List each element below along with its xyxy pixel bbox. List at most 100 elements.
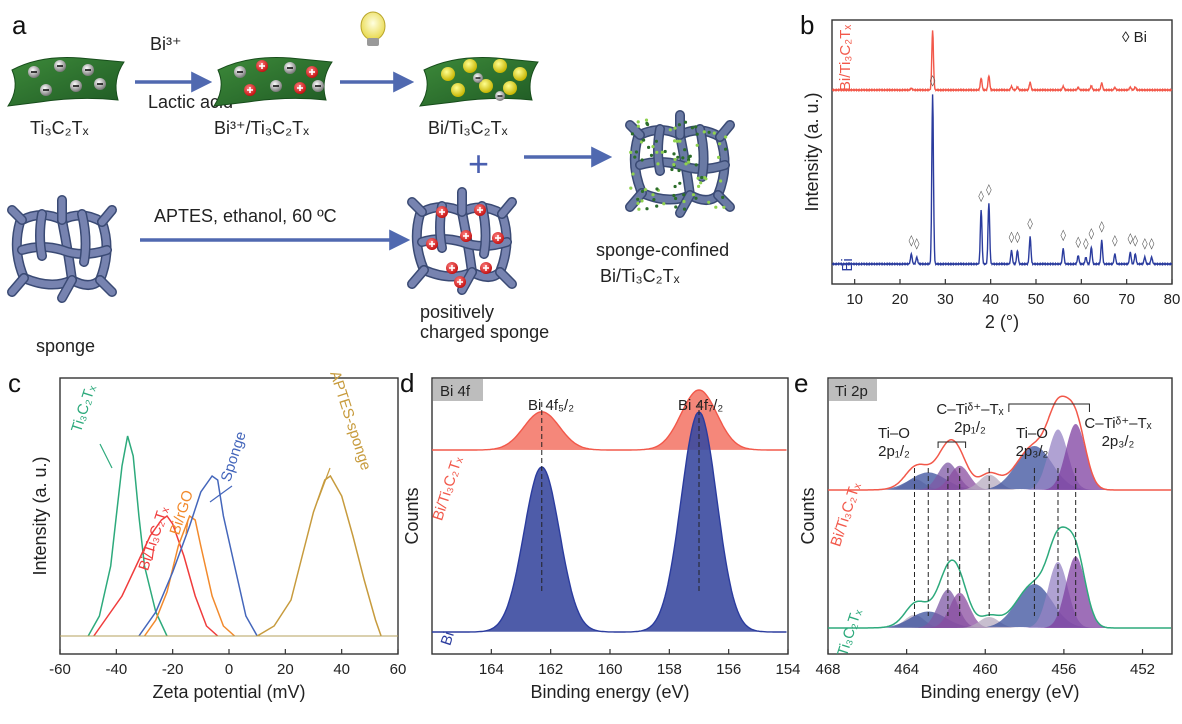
y-axis-label: Counts bbox=[402, 487, 422, 544]
peak-marker: ◊ bbox=[986, 183, 992, 196]
speckle-dot bbox=[662, 202, 666, 206]
sponge-strut bbox=[716, 121, 734, 141]
speckle-dot bbox=[694, 125, 698, 129]
peak-fill bbox=[478, 411, 607, 450]
speckle-dot bbox=[642, 138, 646, 142]
series-label: Bi/Ti₃C₂Tₓ bbox=[429, 454, 466, 522]
speckle-dot bbox=[683, 120, 688, 124]
sponge-strut bbox=[626, 121, 644, 139]
speckle-dot bbox=[683, 148, 687, 152]
peak-marker: ◊ bbox=[978, 190, 984, 203]
peak-label: C–Tiᵟ⁺–Tₓ 2p₁/₂ bbox=[936, 401, 1003, 436]
x-tick-label: 60 bbox=[390, 661, 407, 678]
speckle-dot bbox=[707, 130, 711, 134]
x-tick-label: 464 bbox=[894, 661, 919, 678]
peak-fill bbox=[1009, 429, 1108, 490]
bi3-ti3c2tx-label: Bi³⁺/Ti₃C₂Tₓ bbox=[214, 118, 309, 138]
speckle-dot bbox=[647, 145, 651, 149]
sponge-strut bbox=[496, 268, 516, 288]
speckle-dot bbox=[672, 152, 676, 156]
speckle-dot bbox=[707, 200, 711, 204]
tag-label: Ti 2p bbox=[835, 383, 868, 400]
speckle-dot bbox=[655, 187, 659, 191]
speckle-dot bbox=[676, 155, 680, 159]
x-tick-label: 50 bbox=[1028, 291, 1045, 308]
x-tick-label: 456 bbox=[1051, 661, 1076, 678]
tag-box bbox=[433, 379, 483, 401]
sponge-strut bbox=[36, 210, 46, 260]
speckle-dot bbox=[636, 124, 640, 128]
peak-fill bbox=[941, 617, 1039, 628]
label-pointer bbox=[209, 485, 233, 503]
bi-nanoparticle-icon bbox=[479, 79, 493, 93]
peak-marker: ◊ bbox=[1128, 232, 1134, 245]
speckle-dot bbox=[703, 176, 707, 180]
positive-sponge-label: positively charged sponge bbox=[420, 302, 549, 342]
speckle-dot bbox=[673, 157, 677, 162]
speckle-dot bbox=[672, 193, 676, 198]
speckle-dot bbox=[640, 199, 644, 203]
peak-marker: ◊ bbox=[1027, 217, 1033, 230]
bi3-label: Bi³⁺ bbox=[150, 34, 182, 54]
sponge-label: sponge bbox=[36, 336, 95, 356]
speckle-dot bbox=[629, 150, 633, 154]
speckle-dot bbox=[672, 163, 676, 167]
x-tick-label: -20 bbox=[162, 661, 184, 678]
speckle-dot bbox=[675, 139, 679, 143]
x-tick-label: 30 bbox=[937, 291, 954, 308]
peak-fill bbox=[478, 467, 607, 632]
sponge-strut bbox=[58, 276, 76, 302]
peak-marker: ◊ bbox=[1089, 227, 1095, 240]
sponge-strut bbox=[458, 268, 476, 294]
speckle-dot bbox=[724, 135, 728, 139]
speckle-dot bbox=[717, 155, 721, 159]
panel-label-b: b bbox=[800, 10, 814, 40]
x-tick-label: 20 bbox=[892, 291, 909, 308]
speckle-dot bbox=[677, 168, 681, 173]
peak-label: Ti–O 2p₃/₂ bbox=[1016, 425, 1049, 460]
sponge-strut bbox=[696, 125, 708, 181]
confined-label: sponge-confined Bi/Ti₃C₂Tₓ bbox=[596, 240, 734, 286]
panel-label-e: e bbox=[794, 368, 808, 398]
speckle-dot bbox=[631, 172, 635, 176]
xrd-chart: 10 20 30 40 50 60 70 80 2 (°) Intensity (a. u.) ◊ … bbox=[802, 19, 1180, 332]
speckle-dot bbox=[694, 196, 698, 200]
peak-marker: ◊ bbox=[1149, 237, 1155, 250]
speckle-dot bbox=[655, 150, 659, 154]
series-line bbox=[828, 526, 1171, 629]
series-label: Bi bbox=[839, 258, 856, 271]
x-tick-label: 20 bbox=[277, 661, 294, 678]
speckle-dot bbox=[640, 158, 644, 162]
series-label: APTES-sponge bbox=[326, 369, 374, 473]
speckle-dot bbox=[640, 189, 645, 193]
y-axis-label: Intensity (a. u.) bbox=[30, 456, 50, 575]
speckle-dot bbox=[639, 140, 644, 144]
series-line bbox=[432, 411, 787, 633]
peak-marker: ◊ bbox=[1075, 236, 1081, 249]
speckle-dot bbox=[714, 205, 718, 209]
bracket bbox=[937, 441, 967, 448]
speckle-dot bbox=[674, 196, 678, 201]
peak-marker: ◊ bbox=[1142, 237, 1148, 250]
bi3-ti3c2tx-sheet-icon bbox=[212, 57, 333, 107]
peak-fill bbox=[1027, 424, 1125, 490]
sponge-strut bbox=[654, 125, 664, 175]
series-line bbox=[256, 474, 382, 637]
speckle-dot bbox=[652, 198, 656, 202]
panel-label-c: c bbox=[8, 368, 21, 398]
tag-box bbox=[829, 379, 877, 401]
speckle-dot bbox=[663, 149, 667, 154]
x-axis-label: Binding energy (eV) bbox=[530, 682, 689, 702]
peak-label: C–Tiᵟ⁺–Tₓ 2p₃/₂ bbox=[1084, 415, 1151, 450]
speckle-dot bbox=[688, 154, 692, 158]
x-tick-label: 468 bbox=[815, 661, 840, 678]
speckle-dot bbox=[651, 193, 655, 197]
panel-label-a: a bbox=[12, 10, 27, 40]
y-axis-label: Intensity (a. u.) bbox=[802, 92, 822, 211]
peak-label: Bi 4f₅/₂ bbox=[528, 397, 574, 414]
speckle-dot bbox=[636, 120, 640, 124]
peak-marker: ◊ bbox=[1015, 230, 1021, 243]
peak-fill bbox=[1009, 562, 1108, 628]
x-tick-label: 158 bbox=[657, 661, 682, 678]
peak-label: Bi 4f₇/₂ bbox=[678, 397, 723, 414]
